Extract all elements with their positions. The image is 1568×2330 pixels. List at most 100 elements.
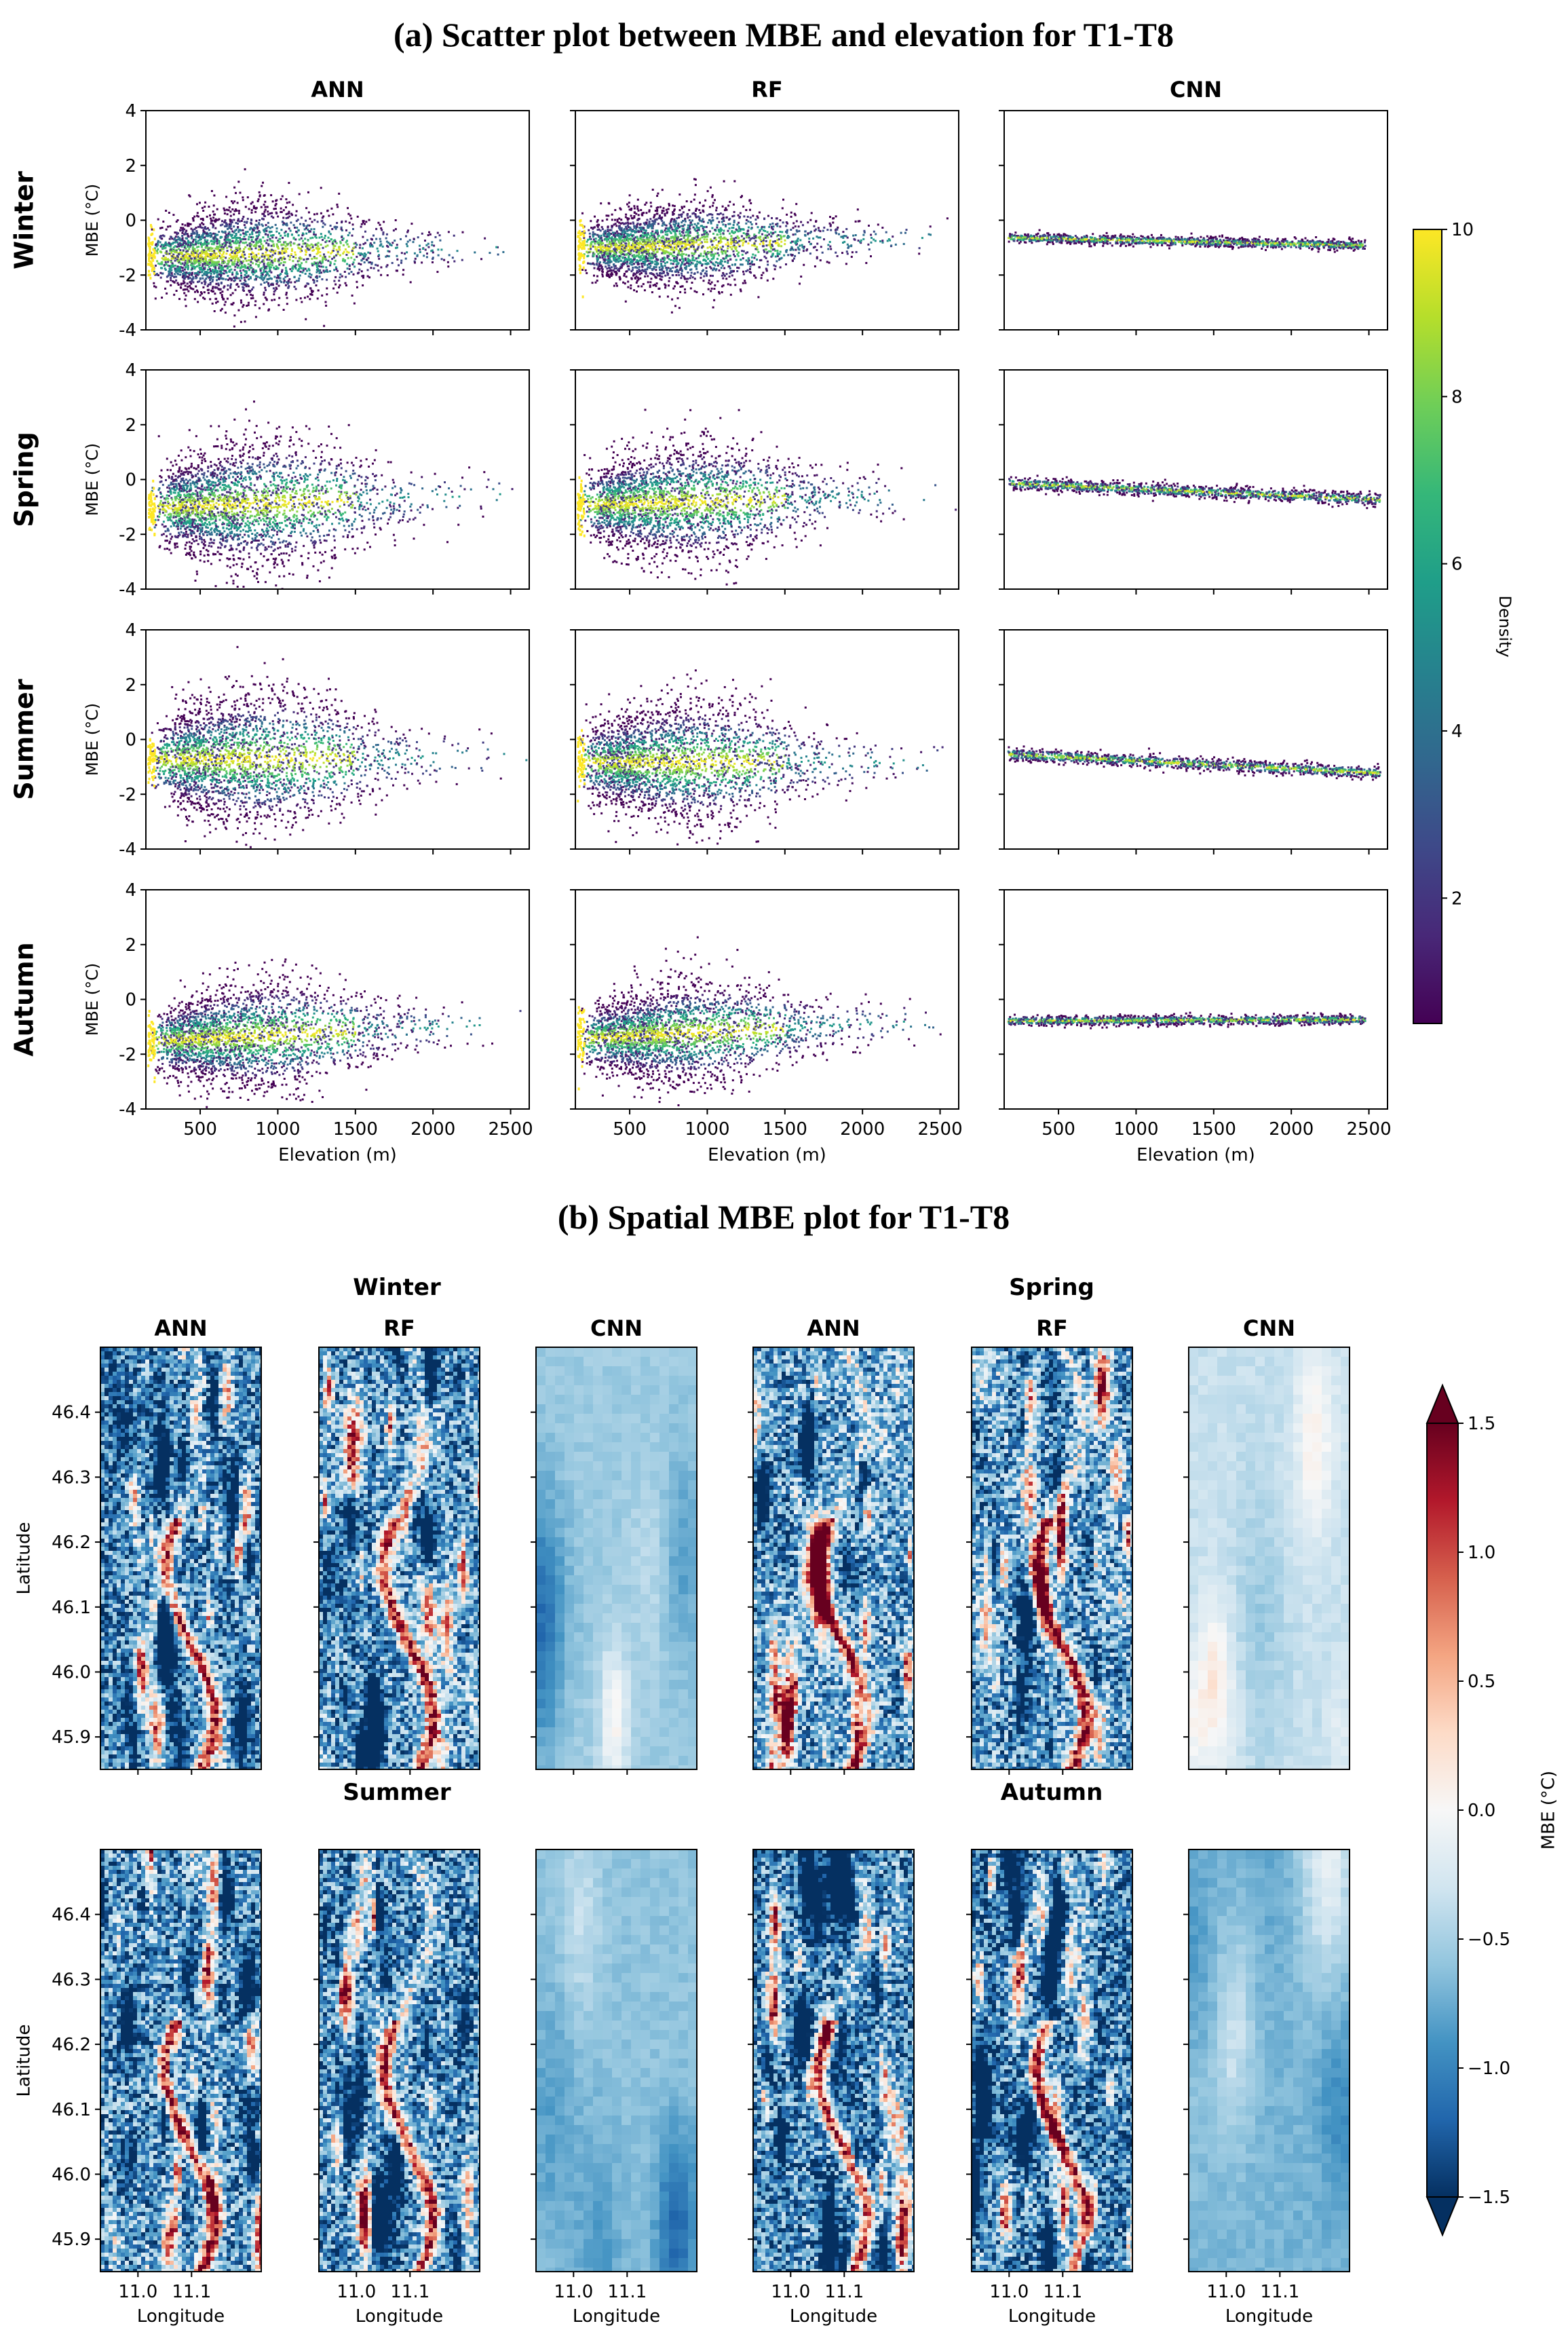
scatter-point bbox=[319, 261, 321, 263]
scatter-point bbox=[661, 245, 663, 247]
scatter-point bbox=[209, 214, 211, 217]
scatter-point bbox=[719, 233, 721, 235]
scatter-point bbox=[686, 262, 688, 264]
scatter-point bbox=[218, 288, 220, 290]
scatter-point bbox=[681, 275, 683, 277]
scatter-point bbox=[258, 234, 260, 236]
scatter-point bbox=[385, 256, 387, 258]
scatter-point bbox=[774, 268, 776, 270]
scatter-point bbox=[165, 247, 167, 249]
scatter-point bbox=[234, 279, 236, 281]
scatter-point bbox=[634, 211, 636, 213]
scatter-point bbox=[786, 223, 788, 225]
scatter-point bbox=[225, 196, 227, 198]
scatter-point bbox=[334, 263, 336, 265]
scatter-point bbox=[721, 291, 723, 293]
scatter-point bbox=[178, 284, 180, 286]
scatter-point bbox=[189, 244, 191, 246]
scatter-point bbox=[706, 256, 708, 258]
scatter-point bbox=[362, 284, 364, 286]
scatter-point bbox=[151, 243, 153, 246]
scatter-point bbox=[227, 288, 229, 290]
scatter-point bbox=[679, 259, 681, 261]
scatter-point bbox=[280, 257, 282, 259]
scatter-point bbox=[231, 271, 233, 274]
scatter-point bbox=[283, 278, 285, 280]
scatter-point bbox=[336, 249, 338, 251]
scatter-point bbox=[184, 299, 186, 301]
scatter-point bbox=[770, 246, 772, 248]
scatter-point bbox=[783, 255, 785, 257]
scatter-point bbox=[160, 246, 162, 248]
scatter-point bbox=[654, 236, 656, 238]
scatter-point bbox=[197, 265, 199, 267]
scatter-point bbox=[238, 210, 240, 212]
scatter-point bbox=[338, 193, 340, 195]
scatter-point bbox=[616, 231, 618, 233]
scatter-point bbox=[404, 252, 406, 255]
scatter-point bbox=[829, 216, 831, 218]
scatter-point bbox=[712, 233, 714, 235]
scatter-point bbox=[214, 286, 216, 288]
scatter-point bbox=[175, 269, 177, 271]
scatter-point bbox=[675, 274, 677, 276]
scatter-point bbox=[750, 217, 752, 219]
scatter-point bbox=[270, 271, 272, 274]
scatter-point bbox=[250, 297, 252, 299]
scatter-point bbox=[311, 264, 313, 266]
scatter-point bbox=[226, 271, 228, 274]
scatter-point bbox=[669, 277, 671, 279]
scatter-point bbox=[214, 310, 216, 312]
scatter-point bbox=[684, 288, 686, 290]
scatter-point bbox=[191, 272, 193, 274]
scatter-point bbox=[673, 219, 675, 221]
scatter-point bbox=[380, 244, 382, 246]
scatter-point bbox=[729, 272, 731, 274]
scatter-point bbox=[278, 304, 280, 306]
scatter-point bbox=[257, 242, 259, 244]
scatter-point bbox=[208, 292, 210, 294]
scatter-point bbox=[795, 225, 797, 227]
scatter-point bbox=[183, 280, 185, 282]
scatter-point bbox=[237, 226, 239, 228]
scatter-point bbox=[243, 238, 245, 240]
scatter-point bbox=[246, 276, 248, 278]
scatter-point bbox=[690, 287, 692, 289]
scatter-point bbox=[782, 207, 784, 209]
scatter-point bbox=[206, 250, 208, 252]
scatter-point bbox=[634, 277, 636, 279]
scatter-point bbox=[269, 227, 271, 229]
scatter-point bbox=[250, 203, 252, 205]
scatter-point bbox=[221, 282, 223, 284]
scatter-point bbox=[259, 262, 261, 264]
scatter-point bbox=[722, 214, 724, 216]
scatter-point bbox=[263, 263, 265, 265]
scatter-point bbox=[681, 273, 683, 275]
scatter-point bbox=[765, 237, 767, 239]
scatter-point bbox=[602, 257, 604, 259]
scatter-point bbox=[255, 316, 257, 318]
scatter-point bbox=[218, 263, 221, 265]
scatter-point bbox=[161, 238, 163, 240]
scatter-point bbox=[353, 261, 355, 263]
scatter-point bbox=[607, 252, 609, 255]
scatter-point bbox=[715, 261, 717, 263]
scatter-point bbox=[630, 287, 632, 289]
scatter-point bbox=[195, 252, 197, 254]
scatter-point bbox=[296, 220, 298, 222]
scatter-point bbox=[182, 230, 184, 232]
scatter-point bbox=[662, 189, 664, 191]
scatter-point bbox=[637, 238, 639, 240]
scatter-point bbox=[743, 215, 745, 217]
scatter-point bbox=[625, 254, 627, 256]
scatter-point bbox=[329, 264, 331, 266]
scatter-point bbox=[809, 232, 811, 234]
scatter-point bbox=[620, 219, 622, 221]
scatter-point bbox=[192, 218, 194, 220]
scatter-point bbox=[212, 271, 214, 273]
scatter-point bbox=[262, 279, 264, 281]
scatter-point bbox=[212, 269, 214, 271]
scatter-point bbox=[171, 258, 173, 260]
scatter-point bbox=[378, 258, 380, 260]
scatter-point bbox=[194, 257, 196, 259]
